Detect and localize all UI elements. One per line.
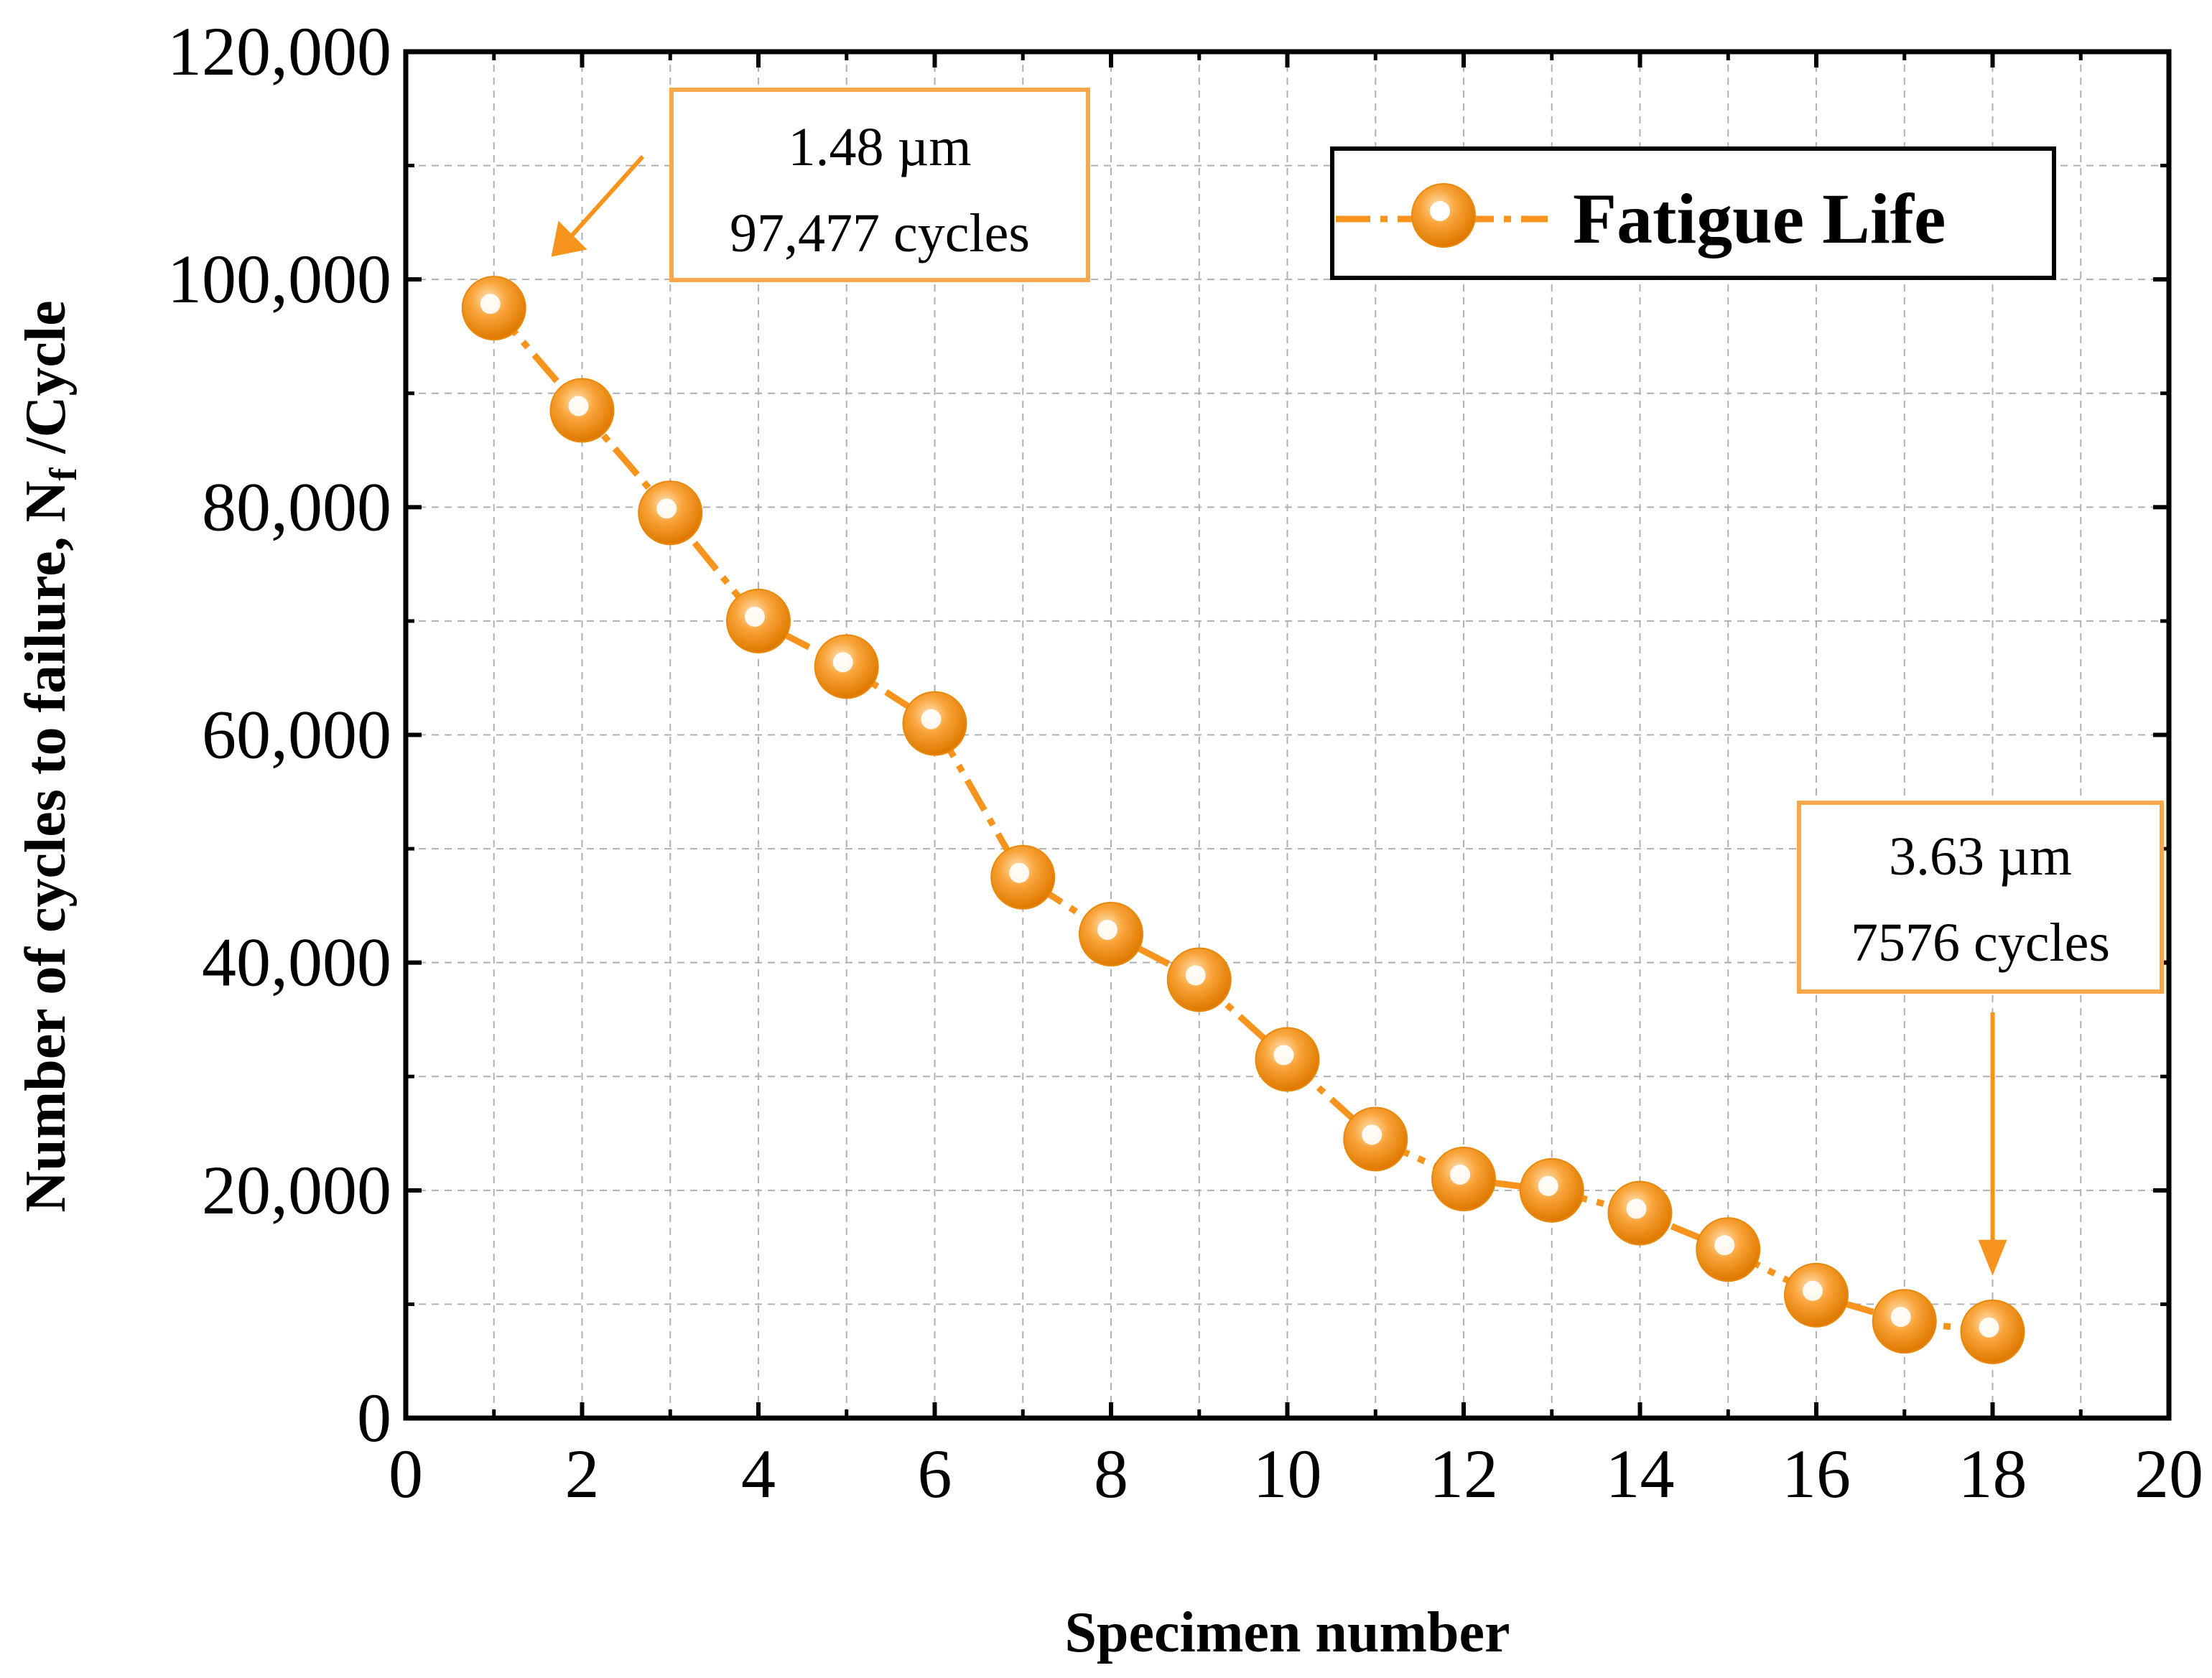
data-point-highlight [745,606,765,627]
data-point-highlight [1538,1175,1558,1196]
data-point-highlight [1450,1164,1470,1185]
y-tick-label: 20,000 [202,1152,391,1229]
data-point-highlight [1979,1317,1999,1338]
y-axis-title: Number of cycles to failure, Nf /Cycle [14,300,85,1212]
series-line [491,306,1994,1336]
x-tick-label: 18 [1958,1435,2027,1512]
data-point [1166,947,1232,1012]
x-tick-label: 0 [389,1435,423,1512]
y-tick-label: 60,000 [202,696,391,773]
data-point-highlight [1097,920,1117,941]
data-point [1255,1027,1320,1092]
data-point [1872,1289,1937,1354]
annotation-cycles: 97,477 cycles [730,203,1030,264]
series-markers [461,276,2025,1364]
data-point-highlight [1185,965,1206,986]
y-tick-label: 80,000 [202,468,391,545]
annotation-box [669,88,1090,282]
data-point-highlight [568,396,589,416]
annotation-cycles: 7576 cycles [1851,913,2110,973]
data-point-highlight [1890,1307,1911,1328]
x-tick-label: 8 [1094,1435,1128,1512]
x-tick-label: 14 [1606,1435,1675,1512]
data-point [549,378,615,443]
data-point-highlight [1009,862,1030,883]
data-point [1960,1299,2025,1364]
data-point [1519,1157,1584,1223]
fatigue-life-line [491,306,1994,1336]
annotation-arrowhead [551,220,587,257]
data-point [814,634,879,699]
annotation-arrowhead [1978,1239,2007,1276]
data-point [1431,1146,1496,1211]
data-point [1607,1180,1673,1246]
y-tick-label: 0 [357,1379,391,1456]
x-tick-label: 10 [1253,1435,1322,1512]
x-tick-label: 4 [741,1435,776,1512]
data-point [902,691,967,756]
y-tick-label: 120,000 [167,13,391,90]
data-point [1343,1106,1408,1172]
y-tick-label: 100,000 [167,241,391,317]
data-point [461,276,526,341]
legend: Fatigue Life [1330,146,2056,280]
data-point-highlight [656,498,677,519]
legend-label: Fatigue Life [1573,179,1946,258]
data-point-highlight [1803,1280,1823,1301]
data-point [990,844,1056,910]
annotation-diameter: 3.63 µm [1889,826,2072,887]
data-point-highlight [1273,1045,1294,1066]
data-point-highlight [832,652,853,673]
data-point [726,588,791,653]
data-point-highlight [1362,1124,1382,1145]
data-point [1784,1262,1849,1328]
data-point [638,480,703,546]
annotation-diameter: 1.48 µm [789,117,972,177]
legend-marker-highlight [1430,201,1450,221]
annotation-start: 1.48 µm 97,477 cycles [551,88,1090,282]
x-tick-label: 16 [1782,1435,1851,1512]
x-tick-label: 6 [918,1435,952,1512]
annotation-box [1797,801,2164,994]
data-point-highlight [480,294,501,314]
data-point-highlight [1714,1235,1735,1256]
data-point [1079,902,1143,967]
data-point-highlight [1626,1198,1647,1219]
annotation-end: 3.63 µm 7576 cycles [1797,801,2164,1276]
x-axis-title: Specimen number [1065,1601,1510,1664]
annotation-arrow [565,154,645,243]
data-point [1696,1217,1761,1282]
x-tick-label: 2 [565,1435,600,1512]
x-tick-label: 20 [2134,1435,2203,1512]
data-point-highlight [921,709,942,730]
y-tick-label: 40,000 [202,924,391,1001]
x-tick-label: 12 [1429,1435,1498,1512]
ticks: 0 2 4 6 8 10 12 14 16 18 20 0 20,000 40,000 60,000 80,0… [167,13,2203,1512]
